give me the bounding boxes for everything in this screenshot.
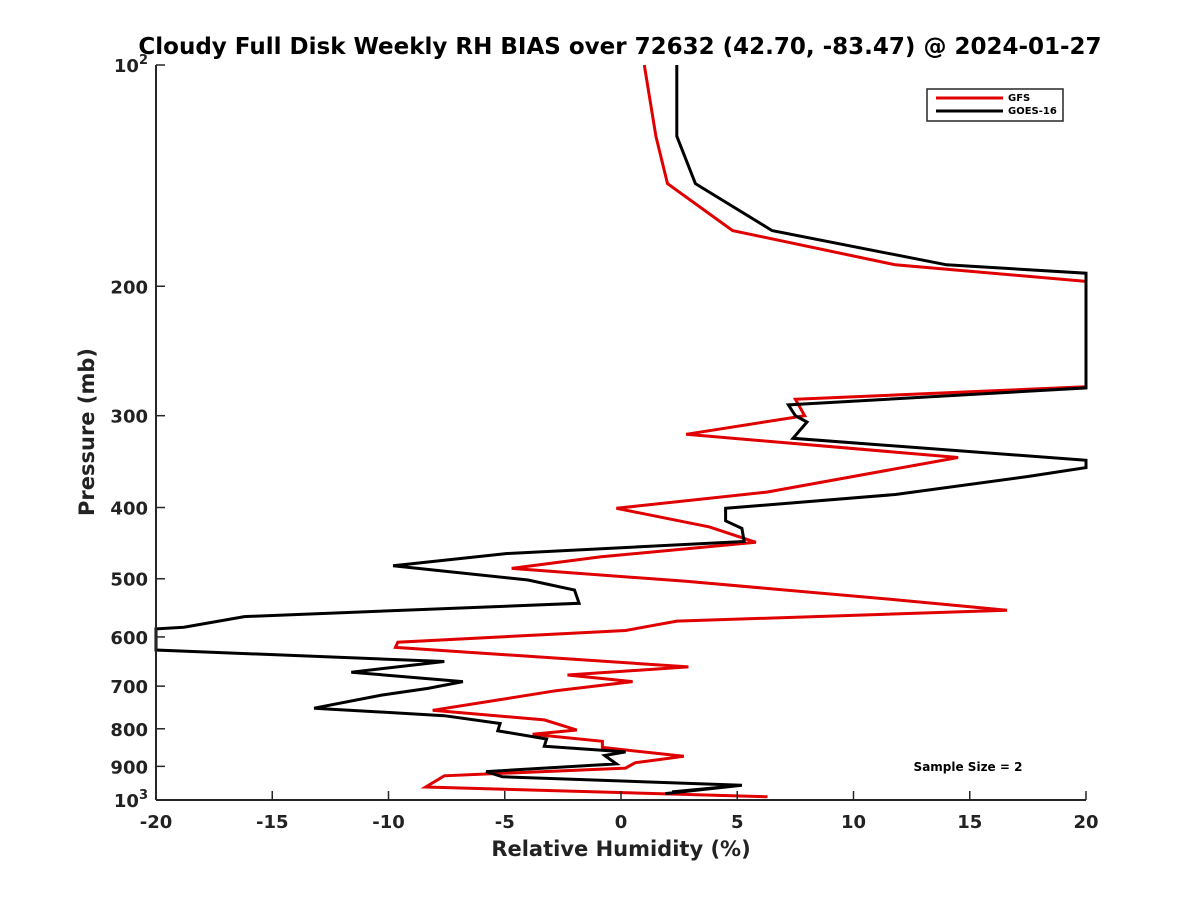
series-line-goes-16 <box>154 65 1088 796</box>
y-tick-label: 400 <box>110 499 148 520</box>
y-tick-label: 200 <box>110 277 148 298</box>
y-axis-label: Pressure (mb) <box>75 348 99 516</box>
y-tick-exponent: 3 <box>139 788 148 803</box>
y-tick-label: 103 <box>114 788 148 812</box>
y-tick-base: 900 <box>110 757 148 778</box>
y-tick-label: 900 <box>110 757 148 778</box>
legend: GFS GOES-16 <box>926 88 1064 122</box>
y-tick-label: 800 <box>110 720 148 741</box>
x-tick-label: -10 <box>372 812 405 833</box>
x-tick-label: 0 <box>615 812 628 833</box>
x-axis-ticks: -20 -15 -10 -5 0 5 10 15 20 <box>140 791 1099 833</box>
y-tick-base: 300 <box>110 407 148 428</box>
y-tick-label: 300 <box>110 407 148 428</box>
y-tick-base: 500 <box>110 570 148 591</box>
plot-frame <box>156 65 1086 800</box>
x-tick-label: -5 <box>495 812 515 833</box>
y-tick-label: 600 <box>110 628 148 649</box>
y-tick-label: 500 <box>110 570 148 591</box>
x-axis-label: Relative Humidity (%) <box>491 837 750 861</box>
y-tick-base: 400 <box>110 499 148 520</box>
x-tick-label: 20 <box>1073 812 1098 833</box>
x-tick-label: 10 <box>841 812 866 833</box>
series-layer <box>154 64 1088 799</box>
chart-title: Cloudy Full Disk Weekly RH BIAS over 726… <box>138 34 1101 60</box>
legend-label-gfs: GFS <box>1008 93 1030 104</box>
x-tick-label: 15 <box>957 812 982 833</box>
y-tick-exponent: 2 <box>139 53 148 68</box>
plot-area <box>154 64 1088 801</box>
y-tick-base: 700 <box>110 677 148 698</box>
y-tick-base: 10 <box>114 56 139 77</box>
y-tick-base: 800 <box>110 720 148 741</box>
y-tick-base: 600 <box>110 628 148 649</box>
y-tick-base: 200 <box>110 277 148 298</box>
x-tick-label: -20 <box>140 812 173 833</box>
legend-label-goes-16: GOES-16 <box>1008 106 1057 117</box>
y-tick-label: 700 <box>110 677 148 698</box>
x-tick-label: -15 <box>256 812 289 833</box>
series-line-gfs <box>393 64 1088 799</box>
x-tick-label: 5 <box>731 812 744 833</box>
y-tick-base: 10 <box>114 791 139 812</box>
y-tick-label: 102 <box>114 53 148 77</box>
sample-size-annotation: Sample Size = 2 <box>914 760 1023 774</box>
legend-box <box>926 88 1064 122</box>
